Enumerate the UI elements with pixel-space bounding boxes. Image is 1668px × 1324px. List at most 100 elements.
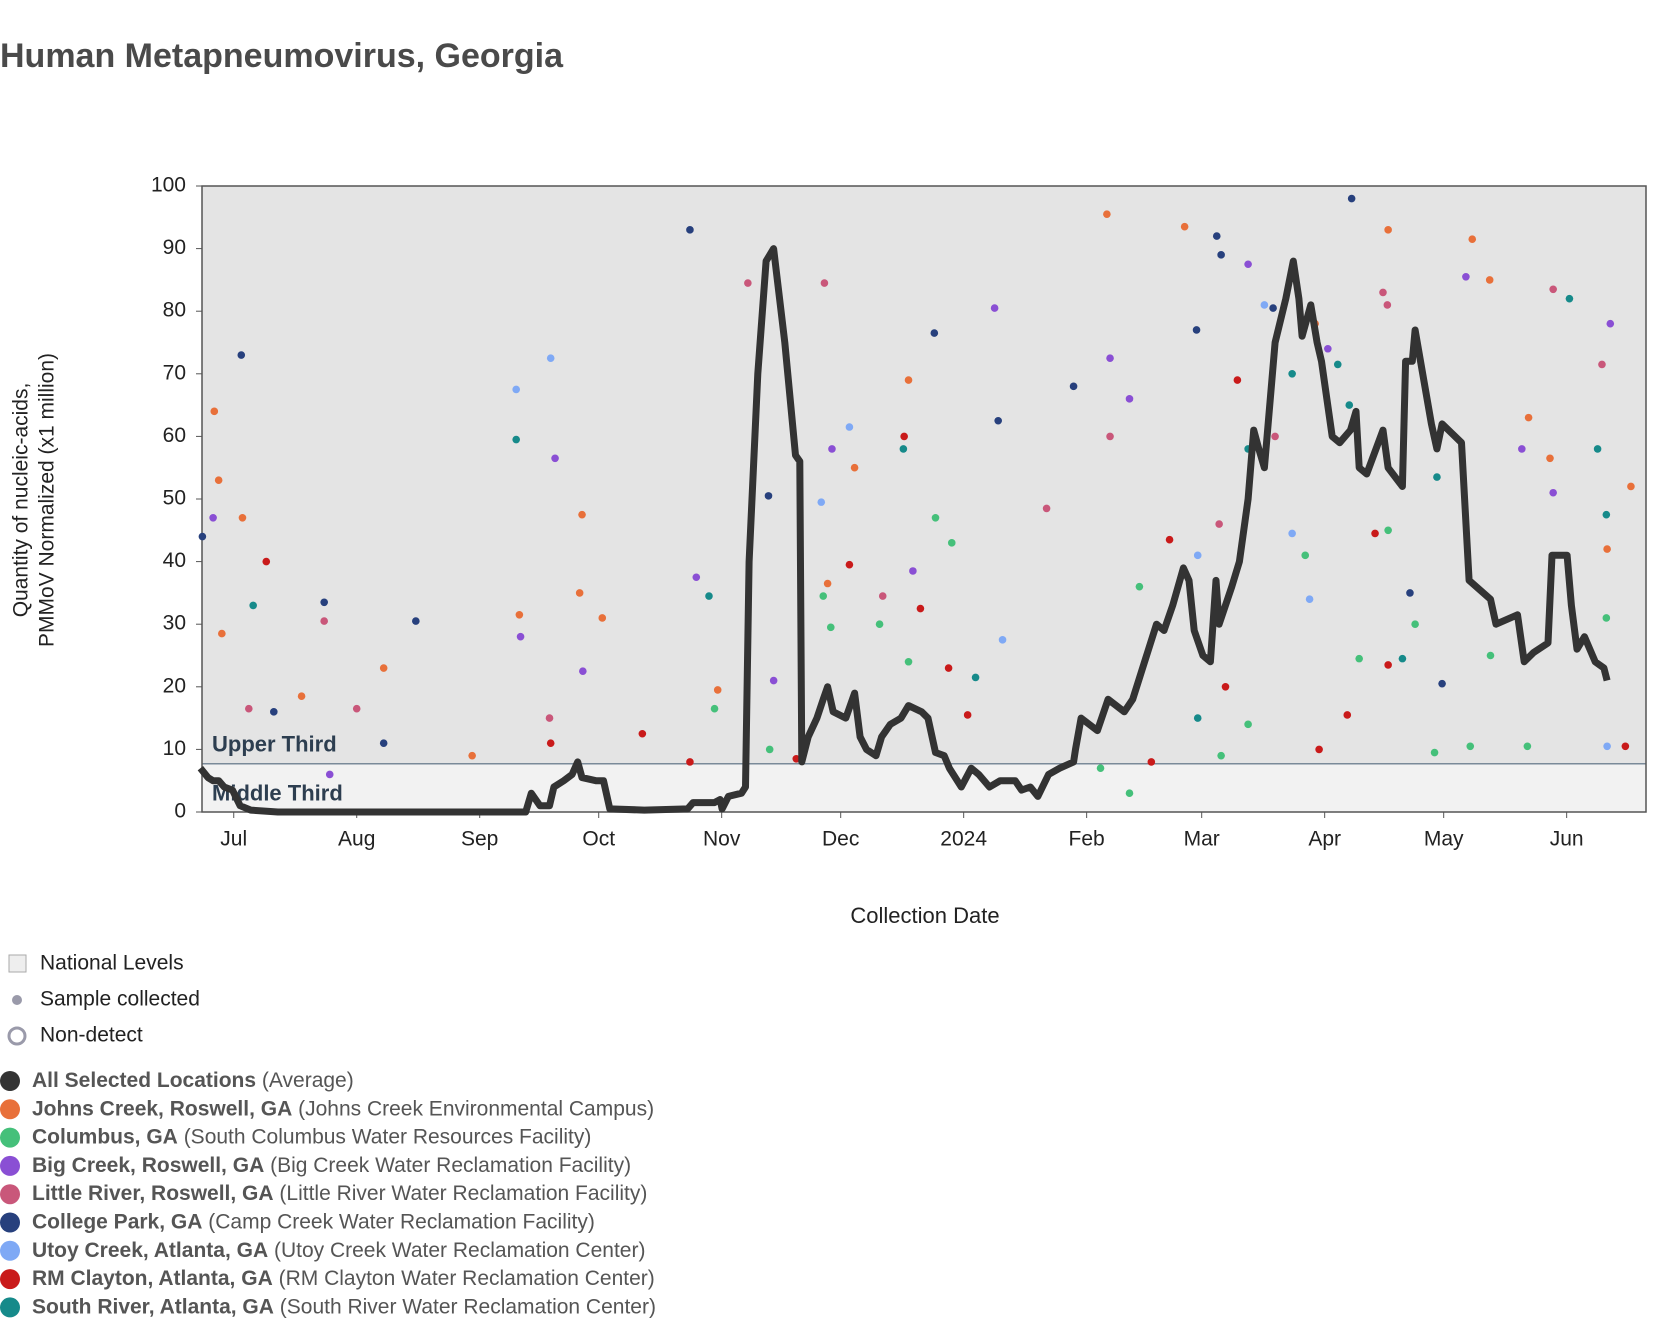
- sample-dot: [297, 692, 306, 700]
- sample-dot: [1355, 654, 1363, 663]
- sample-dot: [1125, 395, 1134, 403]
- sample-dot: [512, 385, 520, 394]
- sample-dot: [1305, 595, 1314, 603]
- sample-dot: [1524, 413, 1533, 422]
- sample-dot: [1192, 326, 1201, 334]
- sample-dot: [1106, 432, 1114, 441]
- legend-swatch: [0, 1184, 20, 1205]
- sample-dot: [1549, 488, 1557, 497]
- sample-dot: [209, 513, 217, 522]
- sample-dot: [909, 567, 917, 575]
- sample-dot: [1269, 304, 1277, 312]
- sample-dot: [931, 513, 940, 522]
- sample-dot: [1603, 742, 1611, 751]
- sample-dot: [1433, 473, 1441, 481]
- sample-dot: [1384, 526, 1392, 535]
- sample-dot: [998, 636, 1007, 644]
- y-tick-label: 0: [174, 800, 186, 823]
- sample-dot: [899, 445, 908, 453]
- x-tick-label: Apr: [1308, 828, 1341, 851]
- legend-entry: Big Creek, Roswell, GA (Big Creek Water …: [32, 1153, 631, 1176]
- sample-dot: [546, 739, 555, 747]
- legend-facility: (Little River Water Reclamation Facility…: [279, 1182, 647, 1205]
- sample-dot: [904, 657, 913, 666]
- legend-entry: Columbus, GA (South Columbus Water Resou…: [32, 1125, 591, 1148]
- x-tick-label: Oct: [582, 828, 615, 851]
- sample-dot: [744, 279, 752, 287]
- sample-dot: [1430, 748, 1439, 757]
- sample-dot: [1627, 482, 1635, 491]
- sample-dot: [1371, 529, 1379, 538]
- sample-dot: [1271, 432, 1279, 441]
- legend-facility: (Camp Creek Water Reclamation Facility): [208, 1210, 595, 1233]
- sample-dot: [1518, 445, 1526, 453]
- sample-dot: [320, 617, 328, 625]
- sample-dot: [1106, 354, 1114, 362]
- sample-dot: [1384, 661, 1392, 669]
- sample-dot: [1603, 545, 1611, 553]
- y-tick-label: 30: [163, 612, 186, 635]
- sample-dot: [1324, 344, 1332, 353]
- sample-dot: [792, 754, 801, 763]
- sample-dot: [198, 532, 207, 541]
- sample-dot: [237, 351, 246, 359]
- sample-dot: [845, 560, 854, 569]
- legend-swatch: [0, 1071, 20, 1091]
- sample-dot: [1288, 529, 1296, 538]
- sample-dot: [1466, 742, 1475, 751]
- sample-dot: [1546, 454, 1554, 463]
- sample-dot: [904, 376, 913, 384]
- sample-dot: [850, 463, 859, 472]
- sample-dot: [1096, 764, 1105, 772]
- sample-dot: [1333, 360, 1342, 369]
- legend-icon: [7, 1026, 27, 1046]
- sample-dot: [1523, 742, 1532, 751]
- sample-dot: [598, 614, 607, 622]
- sample-dot: [769, 676, 778, 685]
- sample-dot: [916, 604, 925, 613]
- y-axis-title: Quantity of nucleic-acids,: [10, 383, 33, 618]
- legend-icon: [8, 954, 27, 973]
- sample-dot: [1593, 445, 1602, 453]
- level-label: Upper Third: [212, 732, 337, 757]
- sample-dot: [262, 557, 271, 566]
- legend-facility: (Johns Creek Environmental Campus): [298, 1097, 654, 1120]
- legend-name: Johns Creek, Roswell, GA: [32, 1097, 292, 1120]
- y-tick-label: 60: [163, 424, 186, 447]
- sample-dot: [828, 445, 836, 453]
- sample-dot: [1315, 745, 1323, 754]
- sample-dot: [1215, 520, 1223, 528]
- sample-dot: [765, 745, 774, 754]
- legend-name: Big Creek, Roswell, GA: [32, 1153, 264, 1176]
- x-tick-label: Jun: [1550, 828, 1584, 851]
- sample-dot: [1125, 789, 1134, 798]
- sample-dot: [994, 416, 1002, 425]
- legend-label: National Levels: [40, 952, 184, 975]
- sample-dot: [819, 592, 828, 600]
- sample-dot: [1398, 654, 1407, 663]
- legend-label: Non-detect: [40, 1024, 143, 1047]
- legend-facility: (Big Creek Water Reclamation Facility): [270, 1153, 631, 1176]
- legend-name: South River, Atlanta, GA: [32, 1295, 274, 1318]
- sample-dot: [1406, 589, 1414, 597]
- sample-dot: [578, 510, 586, 519]
- sample-dot: [1438, 679, 1446, 688]
- sample-dot: [686, 758, 694, 766]
- sample-dot: [218, 629, 226, 638]
- sample-dot: [1193, 551, 1202, 560]
- sample-dot: [320, 598, 328, 607]
- sample-dot: [468, 751, 476, 760]
- legend-name: RM Clayton, Atlanta, GA: [32, 1267, 273, 1290]
- sample-dot: [579, 667, 587, 675]
- sample-dot: [900, 432, 908, 441]
- legend-swatch: [0, 1155, 20, 1176]
- sample-dot: [325, 770, 334, 779]
- sample-dot: [1193, 714, 1202, 722]
- sample-dot: [1301, 551, 1310, 560]
- sample-dot: [1379, 288, 1387, 297]
- sample-dot: [1147, 758, 1156, 766]
- legend-name: College Park, GA: [32, 1210, 202, 1233]
- legend-entry: All Selected Locations (Average): [32, 1069, 354, 1092]
- sample-dot: [1606, 319, 1615, 328]
- sample-dot: [686, 226, 694, 234]
